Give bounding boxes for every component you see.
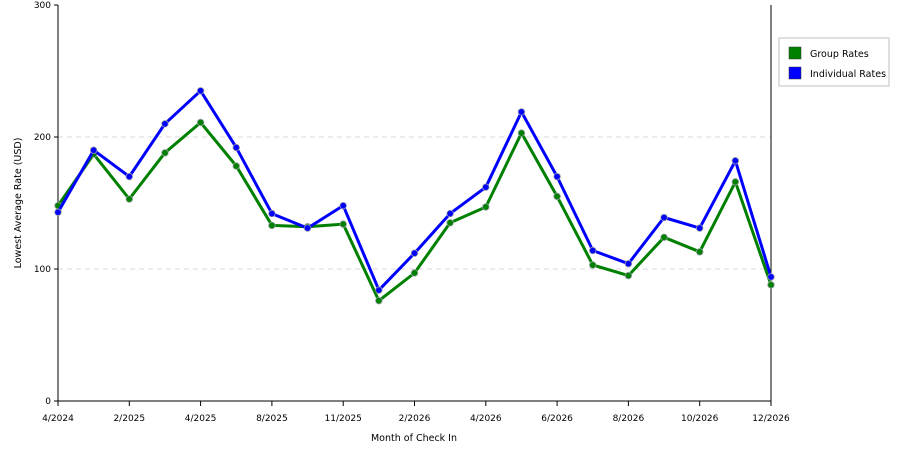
legend: Group Rates Individual Rates <box>778 37 890 87</box>
data-point-group-rates <box>482 203 490 211</box>
data-point-individual-rates <box>482 183 490 191</box>
data-point-group-rates <box>410 269 419 277</box>
data-point-individual-rates <box>589 246 597 255</box>
data-point-group-rates <box>696 248 704 256</box>
legend-swatch <box>788 66 802 80</box>
gridlines <box>58 136 771 270</box>
data-point-group-rates <box>660 233 668 242</box>
data-point-individual-rates <box>624 260 633 268</box>
data-point-individual-rates <box>232 143 240 152</box>
x-tick-label: 11/2025 <box>325 414 362 424</box>
data-point-individual-rates <box>161 120 169 128</box>
data-point-group-rates <box>553 192 561 201</box>
data-point-group-rates <box>375 296 383 305</box>
data-point-group-rates <box>589 261 597 269</box>
data-point-individual-rates <box>767 273 775 281</box>
data-point-group-rates <box>196 118 205 127</box>
x-tick-label: 8/2025 <box>256 414 288 424</box>
x-tick-label: 10/2026 <box>681 414 719 424</box>
y-tick-label: 300 <box>34 1 51 11</box>
series-layer <box>54 87 775 305</box>
data-point-group-rates <box>767 281 775 289</box>
data-point-individual-rates <box>89 146 98 154</box>
data-point-individual-rates <box>268 209 276 218</box>
x-tick-label: 12/2026 <box>752 414 790 424</box>
data-point-group-rates <box>268 221 276 230</box>
data-point-group-rates <box>339 220 347 228</box>
legend-swatch <box>788 46 802 60</box>
data-point-individual-rates <box>125 172 133 181</box>
x-tick-label: 2/2026 <box>399 414 431 424</box>
x-tick-label: 4/2024 <box>42 414 74 424</box>
legend-label: Individual Rates <box>810 69 886 80</box>
data-point-group-rates <box>446 219 454 227</box>
data-point-individual-rates <box>731 157 740 165</box>
data-point-group-rates <box>731 178 740 186</box>
data-point-individual-rates <box>339 201 347 210</box>
legend-label: Group Rates <box>810 49 869 60</box>
y-tick-label: 0 <box>45 397 51 407</box>
axes: 0 100 200 300 4/2024 2/2025 4/2025 8/2025 11/202… <box>13 1 790 444</box>
x-tick-label: 6/2026 <box>541 414 573 424</box>
data-point-individual-rates <box>375 286 383 294</box>
data-point-individual-rates <box>696 224 704 232</box>
data-point-individual-rates <box>54 208 62 216</box>
x-tick-label: 2/2025 <box>113 414 145 424</box>
x-axis-title: Month of Check In <box>371 433 457 444</box>
y-tick-label: 200 <box>34 133 51 143</box>
data-point-individual-rates <box>410 249 419 257</box>
x-tick-label: 8/2026 <box>613 414 645 424</box>
data-point-group-rates <box>232 162 240 170</box>
data-point-group-rates <box>161 149 169 157</box>
data-point-group-rates <box>624 271 633 280</box>
data-point-individual-rates <box>303 224 312 232</box>
y-tick-label: 100 <box>34 265 51 275</box>
data-point-individual-rates <box>553 172 561 181</box>
y-axis-title: Lowest Average Rate (USD) <box>13 138 24 269</box>
x-tick-label: 4/2026 <box>470 414 502 424</box>
x-tick-label: 4/2025 <box>185 414 217 424</box>
data-point-individual-rates <box>517 108 526 116</box>
data-point-group-rates <box>125 195 133 203</box>
data-point-individual-rates <box>446 209 454 218</box>
data-point-individual-rates <box>196 87 205 95</box>
data-point-group-rates <box>517 129 526 137</box>
data-point-individual-rates <box>660 213 668 222</box>
